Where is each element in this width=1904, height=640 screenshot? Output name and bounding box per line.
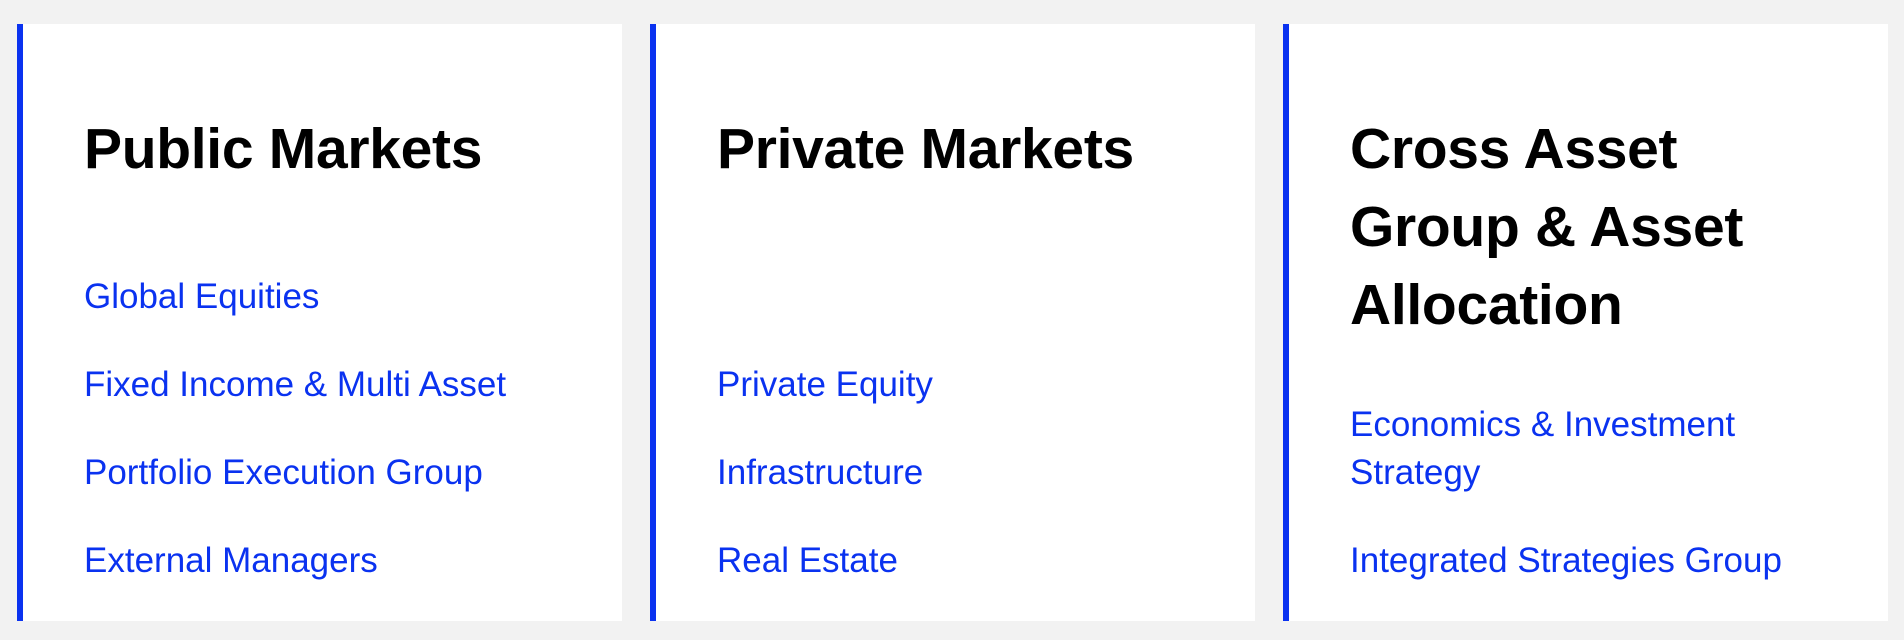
category-cards: Public Markets Global Equities Fixed Inc… — [17, 24, 1888, 621]
card-cross-asset-group: Cross Asset Group & Asset Allocation Eco… — [1283, 24, 1888, 621]
link-infrastructure[interactable]: Infrastructure — [717, 453, 924, 492]
card-title: Cross Asset Group & Asset Allocation — [1350, 117, 1744, 337]
card-title: Private Markets — [717, 117, 1134, 181]
card-public-markets: Public Markets Global Equities Fixed Inc… — [17, 24, 622, 621]
link-portfolio-execution-group[interactable]: Portfolio Execution Group — [84, 453, 483, 492]
link-real-estate[interactable]: Real Estate — [717, 541, 898, 580]
link-economics-investment-strategy[interactable]: Economics & Investment Strategy — [1350, 405, 1736, 492]
link-external-managers[interactable]: External Managers — [84, 541, 378, 580]
link-fixed-income-multi-asset[interactable]: Fixed Income & Multi Asset — [84, 365, 507, 404]
link-global-equities[interactable]: Global Equities — [84, 277, 320, 316]
card-private-markets: Private Markets Private Equity Infrastru… — [650, 24, 1255, 621]
link-integrated-strategies-group[interactable]: Integrated Strategies Group — [1350, 541, 1782, 580]
card-title: Public Markets — [84, 117, 483, 181]
link-private-equity[interactable]: Private Equity — [717, 365, 933, 404]
